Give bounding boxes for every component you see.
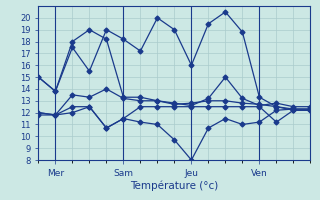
X-axis label: Température (°c): Température (°c) <box>130 181 219 191</box>
